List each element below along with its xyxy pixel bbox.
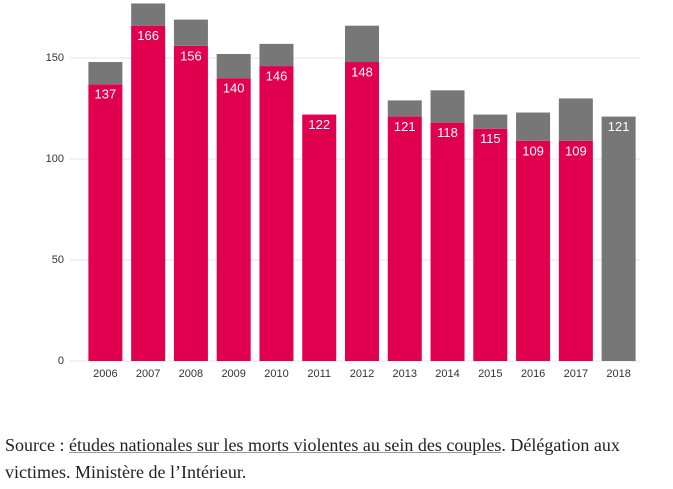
bar-segment [216, 78, 251, 361]
data-label: 109 [522, 143, 544, 158]
bar-segment [88, 84, 123, 361]
bar-segment [387, 116, 422, 361]
chart: 0 50 100 150 2006 137 2007 166 2008 156 2009 140 201… [46, 3, 640, 380]
source-prefix: Source : [5, 435, 69, 455]
bar-segment [558, 98, 593, 141]
source-note: Source : études nationales sur les morts… [5, 432, 669, 486]
bar-segment [216, 53, 251, 79]
data-label: 122 [308, 117, 330, 132]
data-label: 148 [351, 64, 373, 79]
x-tick-label: 2015 [478, 368, 502, 380]
bar-segment [131, 25, 166, 362]
x-tick-label: 2018 [606, 368, 630, 380]
x-tick-label: 2010 [264, 368, 288, 380]
data-label: 115 [480, 131, 501, 146]
bar-segment [259, 66, 294, 361]
data-label: 140 [223, 81, 245, 96]
data-label: 118 [437, 125, 458, 140]
x-tick-label: 2007 [136, 368, 160, 380]
x-tick-label: 2008 [179, 368, 203, 380]
source-link[interactable]: études nationales sur les morts violente… [68, 435, 502, 455]
y-tick-label: 150 [46, 52, 64, 64]
y-tick-label: 0 [58, 355, 64, 367]
bar-segment [516, 140, 551, 361]
bar-segment [173, 19, 208, 46]
bar-segment [345, 62, 379, 361]
data-label: 156 [180, 48, 202, 63]
bar-segment [88, 62, 123, 85]
data-label: 109 [565, 143, 587, 158]
bar-segment [302, 114, 337, 361]
data-label: 166 [137, 28, 159, 43]
data-label: 121 [608, 119, 630, 134]
bar-segment [473, 128, 508, 361]
bar-segment [558, 140, 593, 361]
bar-segment [131, 3, 166, 26]
data-label: 121 [394, 119, 416, 134]
x-tick-label: 2016 [521, 368, 545, 380]
bar-segment [601, 116, 636, 361]
bar-segment [387, 100, 422, 117]
x-tick-label: 2014 [435, 368, 459, 380]
data-label: 146 [266, 69, 288, 84]
x-tick-label: 2009 [221, 368, 245, 380]
x-tick-label: 2013 [393, 368, 417, 380]
x-tick-label: 2011 [307, 368, 331, 380]
y-tick-label: 100 [46, 153, 64, 165]
y-tick-label: 50 [52, 254, 64, 266]
x-tick-label: 2012 [350, 368, 374, 380]
bar-segment [259, 43, 294, 67]
bar-segment [345, 25, 379, 63]
data-label: 137 [95, 87, 117, 102]
bar-segment [430, 122, 465, 361]
x-tick-label: 2006 [93, 368, 117, 380]
bar-segment [473, 114, 508, 129]
bar-segment [516, 112, 551, 141]
source-suffix: . Délégation aux victimes. Ministère de … [5, 435, 620, 482]
bar-segment [173, 45, 208, 361]
bar-segment [430, 90, 465, 123]
x-tick-label: 2017 [564, 368, 588, 380]
